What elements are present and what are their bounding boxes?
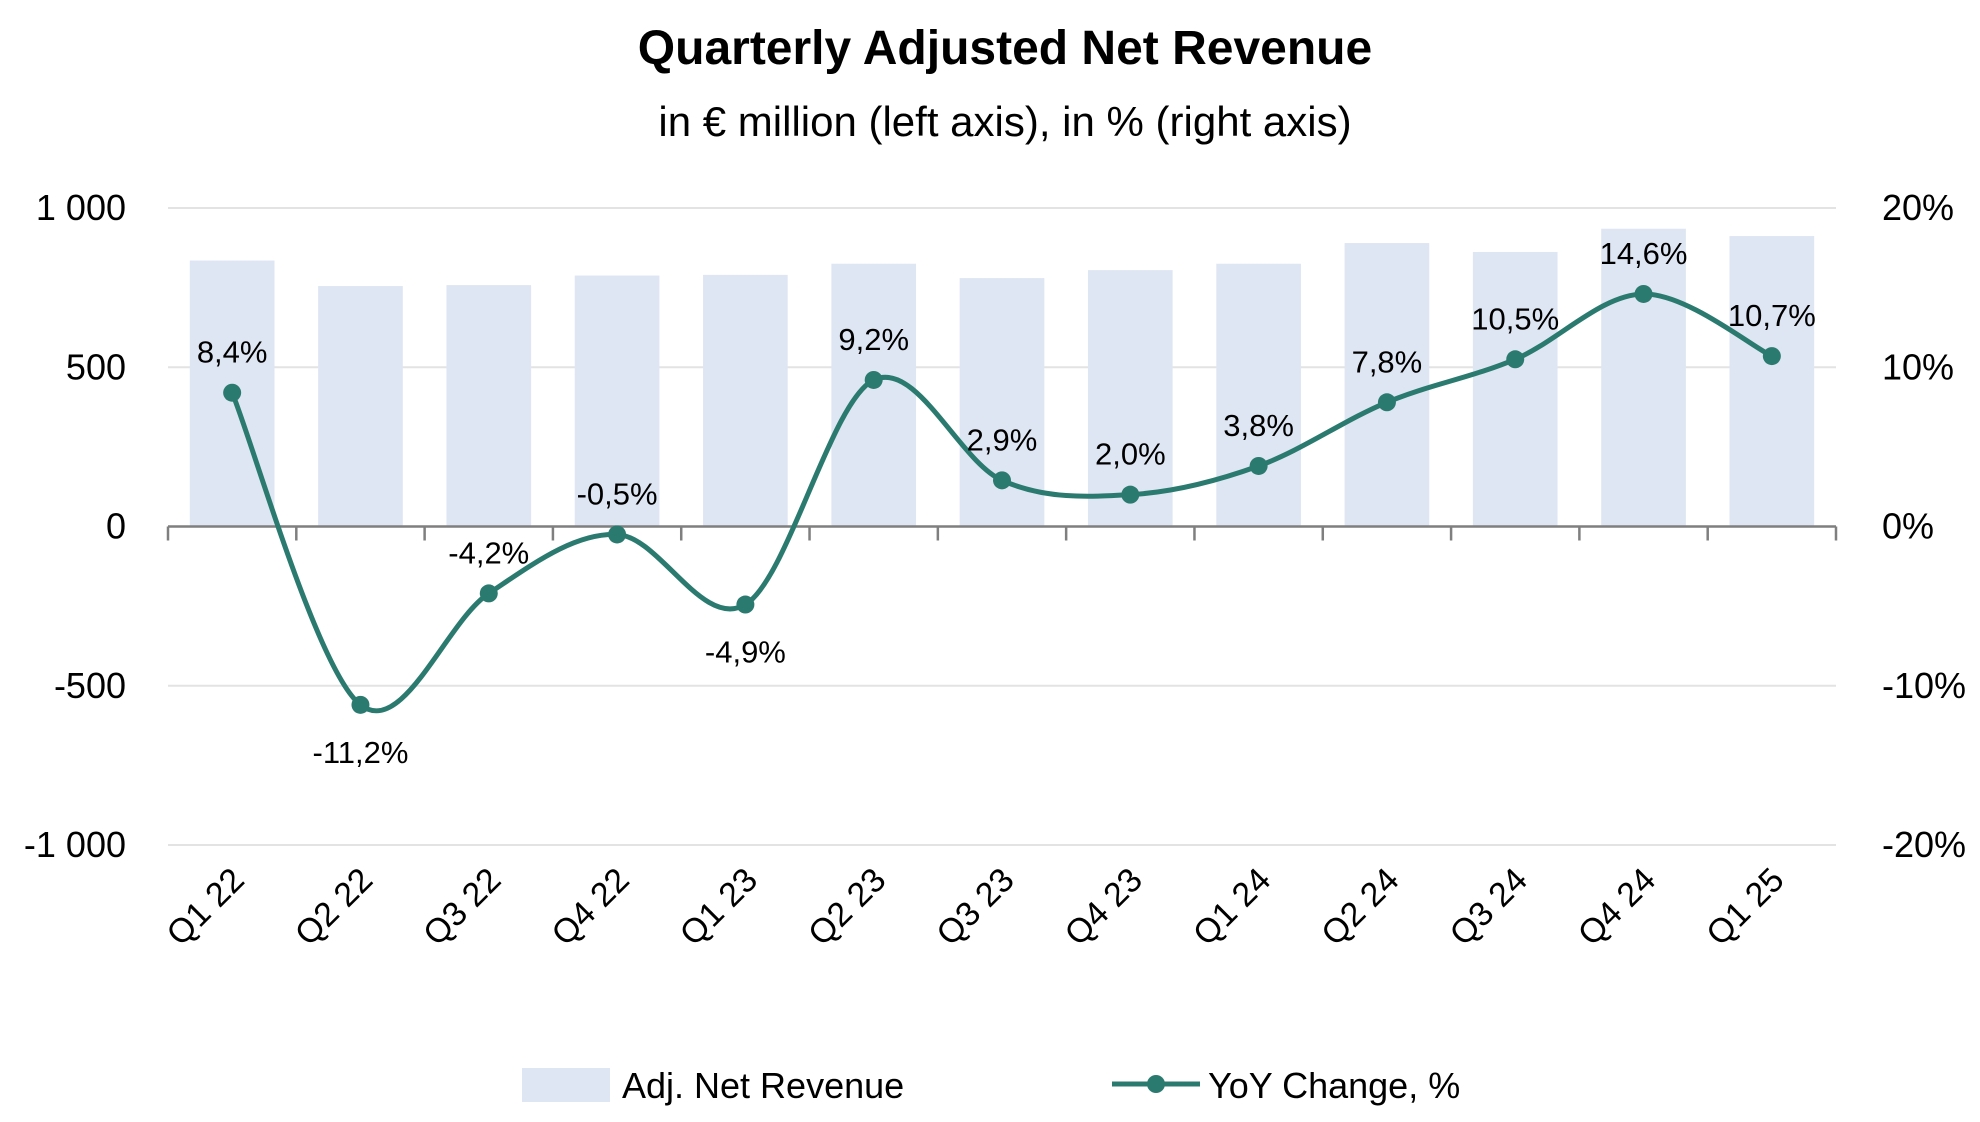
yoy-marker <box>1377 393 1396 412</box>
bar-q1-23 <box>703 274 788 527</box>
bar-q4-24 <box>1601 228 1686 527</box>
category-label: Q2 24 <box>1314 861 1406 953</box>
right-tick-label: -20% <box>1882 824 1966 865</box>
legend-bar-label: Adj. Net Revenue <box>622 1065 904 1106</box>
category-label: Q4 22 <box>544 861 636 953</box>
yoy-marker <box>223 383 242 402</box>
bar-series <box>189 228 1815 527</box>
right-tick-label: 0% <box>1882 506 1934 547</box>
left-tick-label: -1 000 <box>24 824 126 865</box>
yoy-data-label: -0,5% <box>577 476 658 511</box>
category-label: Q2 22 <box>288 861 380 953</box>
category-axis <box>166 525 1838 541</box>
right-tick-label: 20% <box>1882 187 1954 228</box>
legend-line-marker <box>1147 1075 1165 1093</box>
right-tick-label: -10% <box>1882 665 1966 706</box>
bar-q1-25 <box>1729 236 1815 527</box>
category-label: Q3 23 <box>929 861 1021 953</box>
yoy-marker <box>864 370 883 389</box>
yoy-data-label: 3,8% <box>1223 408 1294 443</box>
left-tick-label: 500 <box>66 346 126 387</box>
category-label: Q4 23 <box>1058 861 1150 953</box>
yoy-marker <box>479 584 498 603</box>
yoy-data-label: 10,5% <box>1471 301 1559 336</box>
category-label: Q1 25 <box>1699 861 1791 953</box>
right-axis-ticks: 20% 10% 0% -10% -20% <box>1882 187 1966 865</box>
chart-subtitle: in € million (left axis), in % (right ax… <box>658 98 1351 145</box>
legend: Adj. Net Revenue YoY Change, % <box>522 1065 1460 1106</box>
bar-q4-22 <box>574 275 660 527</box>
yoy-data-label: 14,6% <box>1600 236 1688 271</box>
category-label: Q3 22 <box>416 861 508 953</box>
bar-q1-24 <box>1216 263 1301 527</box>
gridlines <box>168 207 1836 846</box>
bar-q3-24 <box>1472 251 1558 527</box>
bar-q2-23 <box>831 263 917 527</box>
bar-q2-22 <box>318 286 403 527</box>
yoy-data-label: 10,7% <box>1728 298 1816 333</box>
yoy-marker <box>351 695 370 714</box>
yoy-data-label: -4,9% <box>705 635 786 670</box>
bar-q2-24 <box>1344 243 1430 527</box>
left-tick-label: 1 000 <box>36 187 126 228</box>
yoy-marker <box>608 525 627 544</box>
bar-q4-23 <box>1087 270 1173 527</box>
left-axis-ticks: 1 000 500 0 -500 -1 000 <box>24 187 126 865</box>
yoy-data-label: 2,9% <box>967 422 1038 457</box>
yoy-data-label: 7,8% <box>1352 344 1423 379</box>
category-label: Q4 24 <box>1571 861 1663 953</box>
yoy-marker <box>1506 350 1525 369</box>
legend-line-label: YoY Change, % <box>1208 1065 1460 1106</box>
bar-q3-22 <box>446 285 532 527</box>
chart-title: Quarterly Adjusted Net Revenue <box>638 22 1372 75</box>
category-label: Q3 24 <box>1443 861 1535 953</box>
yoy-data-label: -11,2% <box>313 735 409 770</box>
yoy-marker <box>1762 347 1781 366</box>
yoy-data-label: 9,2% <box>838 322 909 357</box>
yoy-data-label: 2,0% <box>1095 437 1166 472</box>
category-label: Q1 24 <box>1186 861 1278 953</box>
line-series: 8,4% -11,2% -4,2% -0,5% -4,9% 9,2% 2,9% 2,0% 3,8… <box>197 236 1816 770</box>
yoy-marker <box>993 471 1011 490</box>
category-label: Q1 22 <box>159 861 251 953</box>
yoy-marker <box>736 595 755 614</box>
category-labels: Q1 22 Q2 22 Q3 22 Q4 22 Q1 23 Q2 23 Q3 23 Q4 23… <box>159 861 1791 953</box>
category-label: Q1 23 <box>673 861 765 953</box>
category-label: Q2 23 <box>801 861 893 953</box>
yoy-marker <box>1121 485 1140 504</box>
yoy-marker <box>1634 284 1653 303</box>
yoy-line <box>229 291 1773 714</box>
right-tick-label: 10% <box>1882 346 1954 387</box>
left-tick-label: -500 <box>54 665 126 706</box>
yoy-data-label: 8,4% <box>197 335 268 370</box>
yoy-marker <box>1249 456 1268 475</box>
yoy-data-label: -4,2% <box>448 535 529 570</box>
left-tick-label: 0 <box>106 506 126 547</box>
legend-bar-swatch <box>522 1068 610 1102</box>
